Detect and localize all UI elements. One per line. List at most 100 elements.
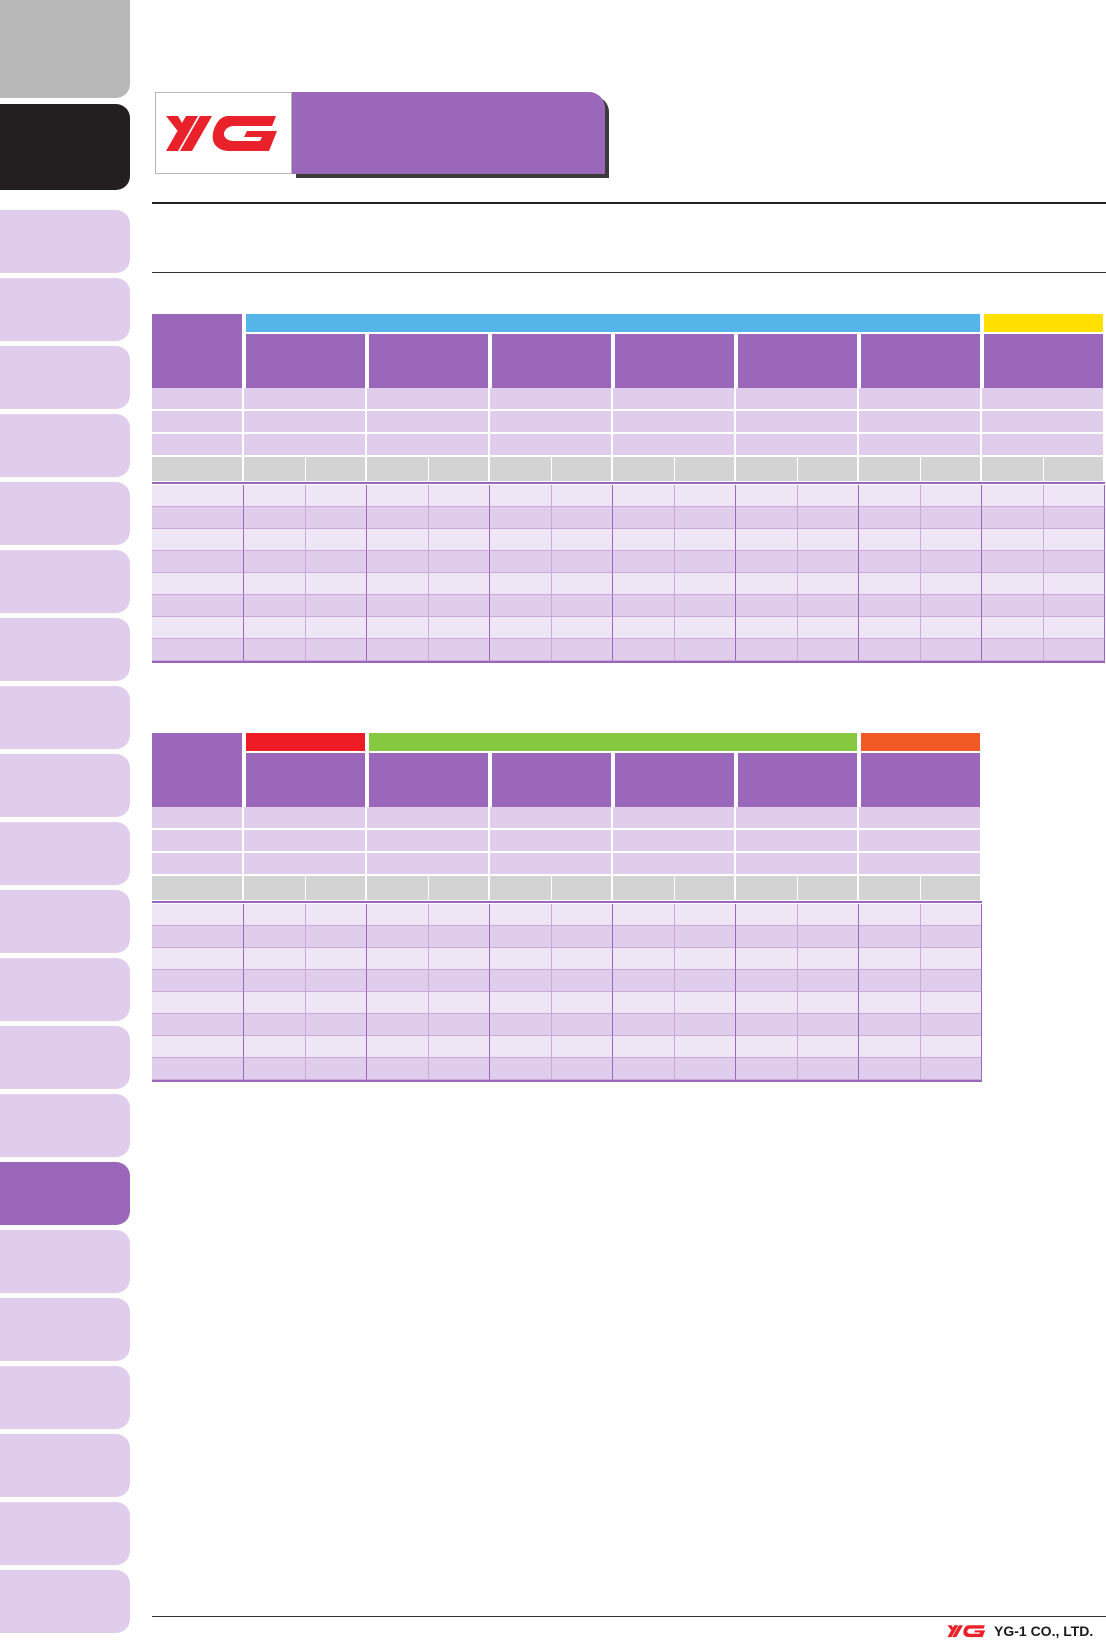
unit-header	[982, 457, 1043, 481]
side-tab-20[interactable]	[0, 1366, 130, 1429]
table-row-label	[152, 1036, 244, 1058]
spec-label	[152, 853, 242, 874]
spec-cell	[736, 388, 857, 409]
side-tab-16[interactable]	[0, 1094, 130, 1157]
spec-cell	[613, 434, 734, 455]
table-cell	[305, 926, 367, 948]
table-cell	[736, 595, 798, 617]
table-cell	[244, 1014, 306, 1036]
table-cell	[859, 617, 921, 639]
yg-logo-small-icon	[947, 1625, 986, 1638]
table-cell	[797, 1058, 859, 1080]
side-tab-12[interactable]	[0, 822, 130, 885]
table-cell	[982, 507, 1044, 529]
table-cell	[490, 992, 552, 1014]
spec-cell	[613, 411, 734, 432]
side-tab-11[interactable]	[0, 754, 130, 817]
table-cell	[797, 595, 859, 617]
table-cell	[551, 573, 613, 595]
table-cell	[859, 1058, 921, 1080]
spec-cell	[859, 434, 980, 455]
table-cell	[736, 639, 798, 661]
unit-header	[367, 457, 428, 481]
table-row-label	[152, 904, 244, 926]
side-tab-21[interactable]	[0, 1434, 130, 1497]
table-cell	[367, 617, 429, 639]
side-tab-15[interactable]	[0, 1026, 130, 1089]
side-tab-22[interactable]	[0, 1502, 130, 1565]
side-tab-9[interactable]	[0, 618, 130, 681]
material-band-1	[246, 314, 980, 332]
side-tab-5[interactable]	[0, 346, 130, 409]
yg-logo-icon	[166, 116, 277, 151]
table-cell	[305, 992, 367, 1014]
table-cell	[920, 948, 982, 970]
group-header-6	[861, 753, 980, 807]
table-cell	[428, 595, 490, 617]
table-cell	[797, 1036, 859, 1058]
table-cell	[367, 1058, 429, 1080]
table-cell	[367, 507, 429, 529]
material-band-3	[861, 733, 980, 751]
unit-header	[367, 876, 428, 900]
table-cell	[736, 1058, 798, 1080]
spec-cell	[859, 853, 980, 874]
table-cell	[244, 992, 306, 1014]
table-cell	[551, 1014, 613, 1036]
side-tab-14[interactable]	[0, 958, 130, 1021]
table-row-label	[152, 573, 244, 595]
group-header-5	[738, 753, 857, 807]
side-tab-2-active[interactable]	[0, 104, 130, 190]
group-header-5	[738, 334, 857, 388]
table-cell	[490, 573, 552, 595]
table-cell	[920, 573, 982, 595]
table-cell	[859, 551, 921, 573]
table-cell	[736, 1036, 798, 1058]
side-tab-4[interactable]	[0, 278, 130, 341]
table-cell	[1043, 507, 1105, 529]
side-tab-6[interactable]	[0, 414, 130, 477]
side-tab-17[interactable]	[0, 1162, 130, 1225]
side-tab-7[interactable]	[0, 482, 130, 545]
brand-logo	[155, 92, 292, 174]
table-row-label	[152, 507, 244, 529]
group-header-3	[492, 753, 611, 807]
table-cell	[367, 529, 429, 551]
table-cell	[674, 507, 736, 529]
table-cell	[551, 595, 613, 617]
table-cell	[244, 1058, 306, 1080]
table-cell	[674, 595, 736, 617]
spec-cell	[367, 830, 488, 851]
side-tab-8[interactable]	[0, 550, 130, 613]
side-tab-1[interactable]	[0, 0, 130, 98]
table-cell	[428, 926, 490, 948]
table-cell	[674, 485, 736, 507]
side-tab-10[interactable]	[0, 686, 130, 749]
table-cell	[305, 529, 367, 551]
table-cell	[920, 992, 982, 1014]
table-row-label	[152, 1058, 244, 1080]
spec-cell	[244, 830, 365, 851]
table-cell	[367, 970, 429, 992]
unit-header	[674, 876, 734, 900]
side-tab-23[interactable]	[0, 1570, 130, 1633]
unit-header	[305, 457, 365, 481]
table-separator	[152, 901, 982, 903]
table-cell	[490, 485, 552, 507]
table-cell	[244, 904, 306, 926]
table-cell	[490, 617, 552, 639]
side-tab-13[interactable]	[0, 890, 130, 953]
side-tab-19[interactable]	[0, 1298, 130, 1361]
side-tab-18[interactable]	[0, 1230, 130, 1293]
table-cell	[244, 926, 306, 948]
table-cell	[305, 1014, 367, 1036]
table-row-label	[152, 992, 244, 1014]
side-tab-3[interactable]	[0, 210, 130, 273]
unit-header	[920, 457, 980, 481]
spec-label	[152, 434, 242, 455]
table-cell	[920, 1058, 982, 1080]
spec-cell	[490, 388, 611, 409]
table-cell	[490, 639, 552, 661]
spec-cell	[367, 388, 488, 409]
unit-header	[736, 457, 797, 481]
